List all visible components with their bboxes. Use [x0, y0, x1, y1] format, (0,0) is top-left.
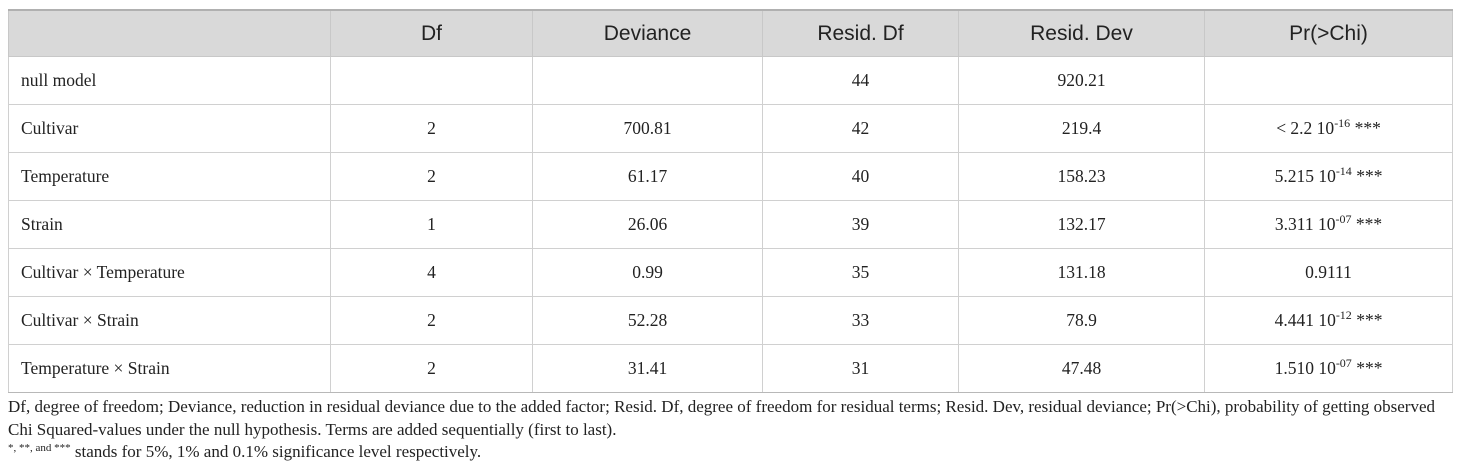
anova-table: Df Deviance Resid. Df Resid. Dev Pr(>Chi…: [8, 9, 1453, 393]
row-deviance: 52.28: [532, 296, 763, 345]
p-value-significance: ***: [1351, 166, 1383, 186]
row-deviance: 61.17: [532, 152, 763, 201]
header-term: [8, 9, 331, 57]
row-df: 4: [330, 248, 533, 297]
row-term: Temperature: [8, 152, 331, 201]
row-resid-df: 33: [762, 296, 959, 345]
row-df: [330, 56, 533, 105]
table-footnotes: Df, degree of freedom; Deviance, reducti…: [8, 396, 1456, 464]
table-row: Strain 1 26.06 39 132.17 3.311 10-07 ***: [8, 200, 1453, 249]
row-deviance: 26.06: [532, 200, 763, 249]
row-p-value: 1.510 10-07 ***: [1204, 344, 1453, 393]
table-row: Temperature 2 61.17 40 158.23 5.215 10-14 ***: [8, 152, 1453, 201]
footnote-significance-text: stands for 5%, 1% and 0.1% significance …: [70, 442, 482, 461]
row-resid-dev: 158.23: [958, 152, 1205, 201]
row-term: Cultivar × Strain: [8, 296, 331, 345]
row-term: Strain: [8, 200, 331, 249]
row-resid-df: 42: [762, 104, 959, 153]
table-row: Temperature × Strain 2 31.41 31 47.48 1.510 1…: [8, 344, 1453, 393]
row-term: Cultivar × Temperature: [8, 248, 331, 297]
table-row: Cultivar 2 700.81 42 219.4 < 2.2 10-16 ***: [8, 104, 1453, 153]
header-df: Df: [330, 9, 533, 57]
row-deviance: 0.99: [532, 248, 763, 297]
p-value-exponent: -07: [1335, 356, 1352, 370]
row-df: 2: [330, 344, 533, 393]
row-resid-dev: 78.9: [958, 296, 1205, 345]
row-term: null model: [8, 56, 331, 105]
table-row: null model 44 920.21: [8, 56, 1453, 105]
header-deviance: Deviance: [532, 9, 763, 57]
table-row: Cultivar × Temperature 4 0.99 35 131.18 0.911…: [8, 248, 1453, 297]
row-term: Cultivar: [8, 104, 331, 153]
row-deviance: 31.41: [532, 344, 763, 393]
p-value-significance: ***: [1351, 310, 1383, 330]
header-resid-df: Resid. Df: [762, 9, 959, 57]
row-term: Temperature × Strain: [8, 344, 331, 393]
p-value-significance: ***: [1351, 214, 1383, 234]
row-df: 1: [330, 200, 533, 249]
row-resid-df: 35: [762, 248, 959, 297]
p-value-exponent: -07: [1335, 212, 1352, 226]
header-row: Df Deviance Resid. Df Resid. Dev Pr(>Chi…: [8, 9, 1453, 57]
footnote-abbreviations: Df, degree of freedom; Deviance, reducti…: [8, 397, 1436, 439]
p-value-base: 3.311 10: [1274, 214, 1336, 234]
row-resid-dev: 131.18: [958, 248, 1205, 297]
p-value-base: 0.9111: [1305, 262, 1352, 282]
row-resid-dev: 219.4: [958, 104, 1205, 153]
p-value-significance: ***: [1351, 358, 1383, 378]
row-deviance: 700.81: [532, 104, 763, 153]
p-value-base: 5.215 10: [1274, 166, 1336, 186]
p-value-exponent: -14: [1335, 164, 1352, 178]
header-resid-dev: Resid. Dev: [958, 9, 1205, 57]
row-resid-df: 44: [762, 56, 959, 105]
row-p-value: 5.215 10-14 ***: [1204, 152, 1453, 201]
row-df: 2: [330, 104, 533, 153]
row-resid-dev: 132.17: [958, 200, 1205, 249]
row-resid-df: 39: [762, 200, 959, 249]
row-p-value: 3.311 10-07 ***: [1204, 200, 1453, 249]
footnote-significance-marks: *, **, and ***: [8, 442, 71, 454]
header-p-value: Pr(>Chi): [1204, 9, 1453, 57]
row-p-value: < 2.2 10-16 ***: [1204, 104, 1453, 153]
row-resid-dev: 47.48: [958, 344, 1205, 393]
row-p-value: [1204, 56, 1453, 105]
p-value-exponent: -16: [1334, 116, 1351, 130]
row-df: 2: [330, 296, 533, 345]
row-deviance: [532, 56, 763, 105]
row-df: 2: [330, 152, 533, 201]
p-value-base: 4.441 10: [1274, 310, 1336, 330]
p-value-base: 1.510 10: [1274, 358, 1336, 378]
table-row: Cultivar × Strain 2 52.28 33 78.9 4.441 10-12…: [8, 296, 1453, 345]
row-p-value: 4.441 10-12 ***: [1204, 296, 1453, 345]
p-value-significance: ***: [1350, 118, 1381, 138]
row-p-value: 0.9111: [1204, 248, 1453, 297]
row-resid-df: 31: [762, 344, 959, 393]
p-value-exponent: -12: [1335, 308, 1352, 322]
p-value-base: < 2.2 10: [1276, 118, 1335, 138]
row-resid-df: 40: [762, 152, 959, 201]
footnote-significance: *, **, and *** stands for 5%, 1% and 0.1…: [8, 441, 1456, 464]
row-resid-dev: 920.21: [958, 56, 1205, 105]
